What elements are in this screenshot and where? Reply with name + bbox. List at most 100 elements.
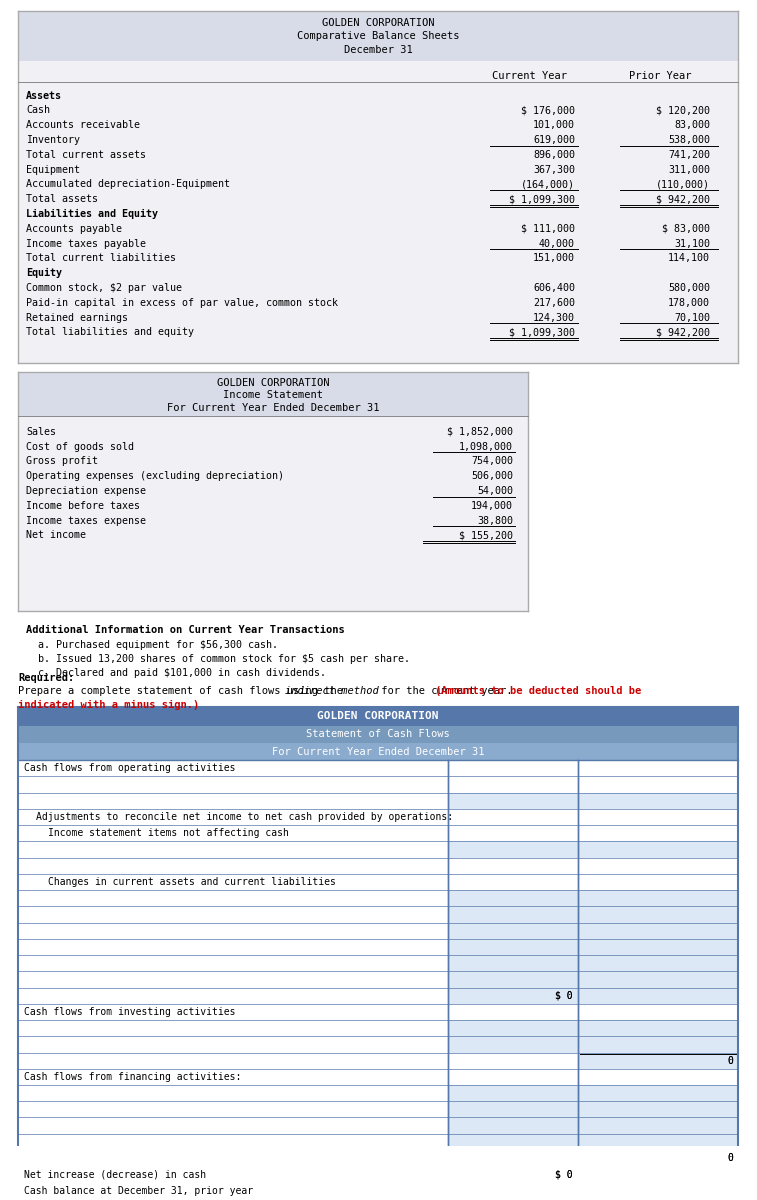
Text: Adjustments to reconcile net income to net cash provided by operations:: Adjustments to reconcile net income to n… [36, 812, 453, 822]
Bar [18, 906, 448, 923]
Text: Inventory: Inventory [26, 134, 80, 145]
Bar [18, 1085, 448, 1102]
Bar [448, 841, 578, 858]
Bar [18, 971, 448, 988]
Text: b. Issued 13,200 shares of common stock for $5 cash per share.: b. Issued 13,200 shares of common stock … [38, 654, 410, 664]
Text: Prior Year: Prior Year [629, 72, 691, 82]
Bar [578, 988, 738, 1003]
Bar [18, 12, 738, 362]
Bar [18, 988, 448, 1003]
Text: $ 111,000: $ 111,000 [521, 223, 575, 234]
Text: 40,000: 40,000 [539, 239, 575, 248]
Text: 38,800: 38,800 [477, 516, 513, 526]
Text: Cash flows from financing activities:: Cash flows from financing activities: [24, 1072, 241, 1082]
Text: Accounts receivable: Accounts receivable [26, 120, 140, 130]
Bar [18, 372, 528, 611]
Bar [18, 923, 448, 938]
Bar [18, 12, 738, 61]
Bar [578, 841, 738, 858]
Text: Income statement items not affecting cash: Income statement items not affecting cas… [48, 828, 289, 839]
Text: 101,000: 101,000 [533, 120, 575, 130]
Bar [448, 1166, 578, 1182]
Text: 0: 0 [727, 1153, 733, 1163]
Text: Net increase (decrease) in cash: Net increase (decrease) in cash [24, 1169, 206, 1180]
Text: 124,300: 124,300 [533, 312, 575, 323]
Bar [18, 372, 528, 416]
Text: Liabilities and Equity: Liabilities and Equity [26, 209, 158, 218]
Text: $ 0: $ 0 [556, 991, 573, 1001]
Text: 178,000: 178,000 [668, 298, 710, 307]
Bar [18, 955, 448, 971]
Bar [578, 1117, 738, 1134]
Bar [448, 971, 578, 988]
Bar [18, 858, 448, 874]
Text: c. Declared and paid $101,000 in cash dividends.: c. Declared and paid $101,000 in cash di… [38, 668, 326, 678]
Text: Assets: Assets [26, 90, 62, 101]
Bar [448, 938, 578, 955]
Text: 194,000: 194,000 [471, 500, 513, 511]
Bar [578, 971, 738, 988]
Text: 754,000: 754,000 [471, 456, 513, 467]
Text: 70,100: 70,100 [674, 312, 710, 323]
Text: 114,100: 114,100 [668, 253, 710, 263]
Text: 31,100: 31,100 [674, 239, 710, 248]
Text: Cash balance at December 31, prior year: Cash balance at December 31, prior year [24, 1186, 253, 1195]
Text: 896,000: 896,000 [533, 150, 575, 160]
Text: 606,400: 606,400 [533, 283, 575, 293]
Bar [448, 1037, 578, 1052]
Text: Equipment: Equipment [26, 164, 80, 174]
Bar [448, 955, 578, 971]
Bar [18, 1117, 448, 1134]
Text: Total assets: Total assets [26, 194, 98, 204]
Bar [18, 707, 738, 726]
Bar [448, 1102, 578, 1117]
Text: $ 1,099,300: $ 1,099,300 [509, 328, 575, 337]
Bar [18, 1134, 448, 1150]
Text: Accumulated depreciation-Equipment: Accumulated depreciation-Equipment [26, 179, 230, 190]
Text: $ 120,200: $ 120,200 [656, 106, 710, 115]
Text: $ 0: $ 0 [556, 1169, 573, 1180]
Text: 217,600: 217,600 [533, 298, 575, 307]
Text: Paid-in capital in excess of par value, common stock: Paid-in capital in excess of par value, … [26, 298, 338, 307]
Text: for the current year.: for the current year. [375, 686, 519, 696]
Text: Current Year: Current Year [493, 72, 568, 82]
Text: 506,000: 506,000 [471, 472, 513, 481]
Bar [18, 809, 448, 826]
Text: Changes in current assets and current liabilities: Changes in current assets and current li… [48, 877, 336, 887]
Text: Cash: Cash [26, 106, 50, 115]
Text: Statement of Cash Flows: Statement of Cash Flows [306, 730, 450, 739]
Bar [18, 1166, 448, 1182]
Text: Equity: Equity [26, 268, 62, 278]
Bar [578, 906, 738, 923]
Bar [18, 1003, 448, 1020]
Text: $ 83,000: $ 83,000 [662, 223, 710, 234]
Text: Comparative Balance Sheets: Comparative Balance Sheets [297, 31, 459, 41]
Bar [18, 841, 448, 858]
Text: 54,000: 54,000 [477, 486, 513, 496]
Text: $ 176,000: $ 176,000 [521, 106, 575, 115]
Bar [18, 726, 738, 743]
Text: 0: 0 [727, 1153, 733, 1163]
Bar [448, 1182, 578, 1199]
Bar [18, 1199, 448, 1200]
Text: $ 0: $ 0 [556, 991, 573, 1001]
Text: a. Purchased equipment for $56,300 cash.: a. Purchased equipment for $56,300 cash. [38, 640, 278, 649]
Bar [578, 938, 738, 955]
Bar [578, 1020, 738, 1037]
Bar [18, 793, 448, 809]
Text: Income before taxes: Income before taxes [26, 500, 140, 511]
Bar [448, 1085, 578, 1102]
Text: $ 0: $ 0 [556, 1169, 573, 1180]
Text: Accounts payable: Accounts payable [26, 223, 122, 234]
Bar [18, 1102, 448, 1117]
Bar [18, 1069, 448, 1085]
Bar [578, 1085, 738, 1102]
Bar [18, 938, 448, 955]
Text: indirect method: indirect method [285, 686, 378, 696]
Bar [18, 874, 448, 890]
Bar [578, 923, 738, 938]
Text: 151,000: 151,000 [533, 253, 575, 263]
Text: GOLDEN CORPORATION: GOLDEN CORPORATION [322, 18, 435, 28]
Bar [448, 1117, 578, 1134]
Text: $ 942,200: $ 942,200 [656, 194, 710, 204]
